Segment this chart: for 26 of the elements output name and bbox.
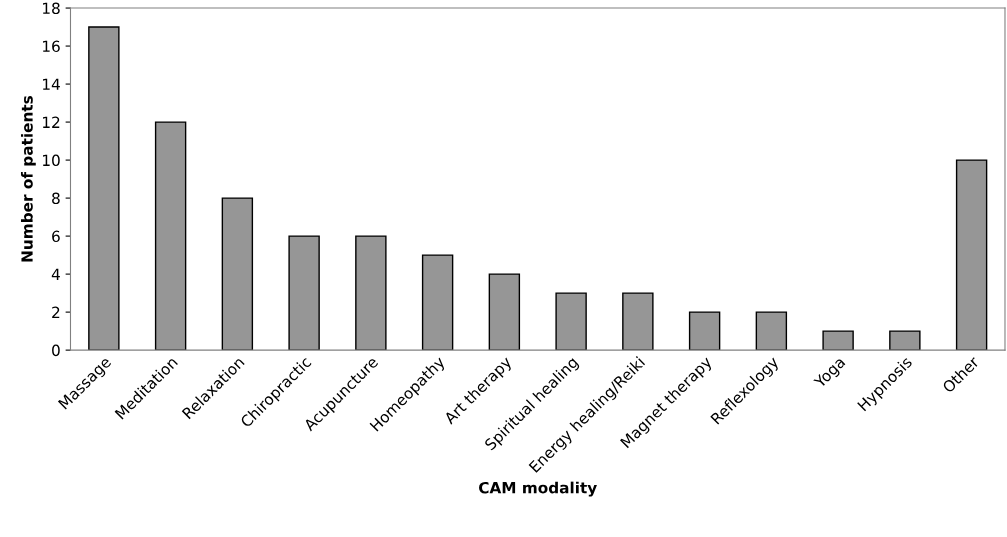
y-tick-label: 8 (52, 192, 60, 205)
y-tick-label: 2 (52, 306, 60, 318)
bar (421, 254, 454, 351)
bar (755, 311, 788, 351)
bar (221, 197, 254, 351)
bar (488, 273, 521, 351)
y-tick-label: 6 (52, 230, 60, 243)
y-tick-label: 16 (43, 40, 60, 53)
bar (355, 235, 387, 351)
y-tick-label: 4 (51, 268, 60, 280)
bar (688, 311, 721, 351)
bar (88, 26, 120, 351)
bar (622, 292, 654, 351)
y-tick-label: 18 (43, 2, 60, 15)
bar (822, 330, 854, 351)
y-axis-title: Number of patients (20, 96, 36, 262)
bar (955, 159, 988, 351)
bar (889, 330, 921, 351)
bar (154, 121, 187, 351)
y-tick-label: 0 (52, 344, 60, 357)
y-tick-label: 14 (43, 78, 60, 90)
y-tick-label: 12 (43, 116, 60, 128)
bar (288, 235, 320, 351)
bar (555, 292, 587, 351)
y-tick-label: 10 (43, 154, 60, 167)
x-axis-title: CAM modality (479, 481, 597, 497)
